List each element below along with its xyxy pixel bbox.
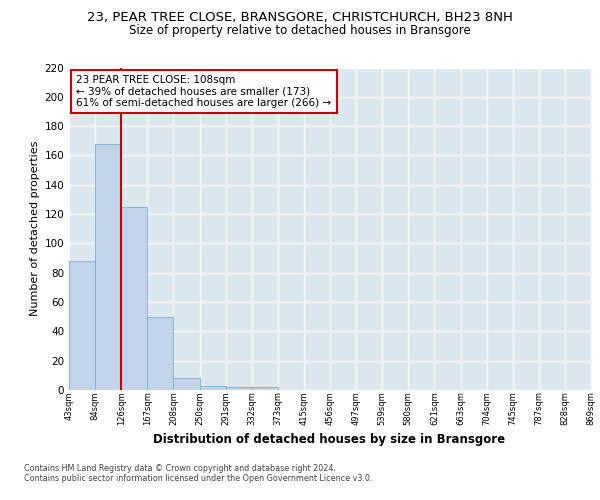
Text: Distribution of detached houses by size in Bransgore: Distribution of detached houses by size …	[153, 432, 505, 446]
Text: Contains public sector information licensed under the Open Government Licence v3: Contains public sector information licen…	[24, 474, 373, 483]
Text: Contains HM Land Registry data © Crown copyright and database right 2024.: Contains HM Land Registry data © Crown c…	[24, 464, 336, 473]
Y-axis label: Number of detached properties: Number of detached properties	[30, 141, 40, 316]
Bar	[199, 386, 226, 390]
Text: Size of property relative to detached houses in Bransgore: Size of property relative to detached ho…	[129, 24, 471, 37]
Bar	[148, 316, 173, 390]
Bar	[69, 261, 95, 390]
Text: 23 PEAR TREE CLOSE: 108sqm
← 39% of detached houses are smaller (173)
61% of sem: 23 PEAR TREE CLOSE: 108sqm ← 39% of deta…	[76, 75, 331, 108]
Bar	[121, 207, 148, 390]
Bar	[95, 144, 121, 390]
Bar	[173, 378, 199, 390]
Bar	[226, 387, 252, 390]
Text: 23, PEAR TREE CLOSE, BRANSGORE, CHRISTCHURCH, BH23 8NH: 23, PEAR TREE CLOSE, BRANSGORE, CHRISTCH…	[87, 11, 513, 24]
Bar	[252, 387, 278, 390]
